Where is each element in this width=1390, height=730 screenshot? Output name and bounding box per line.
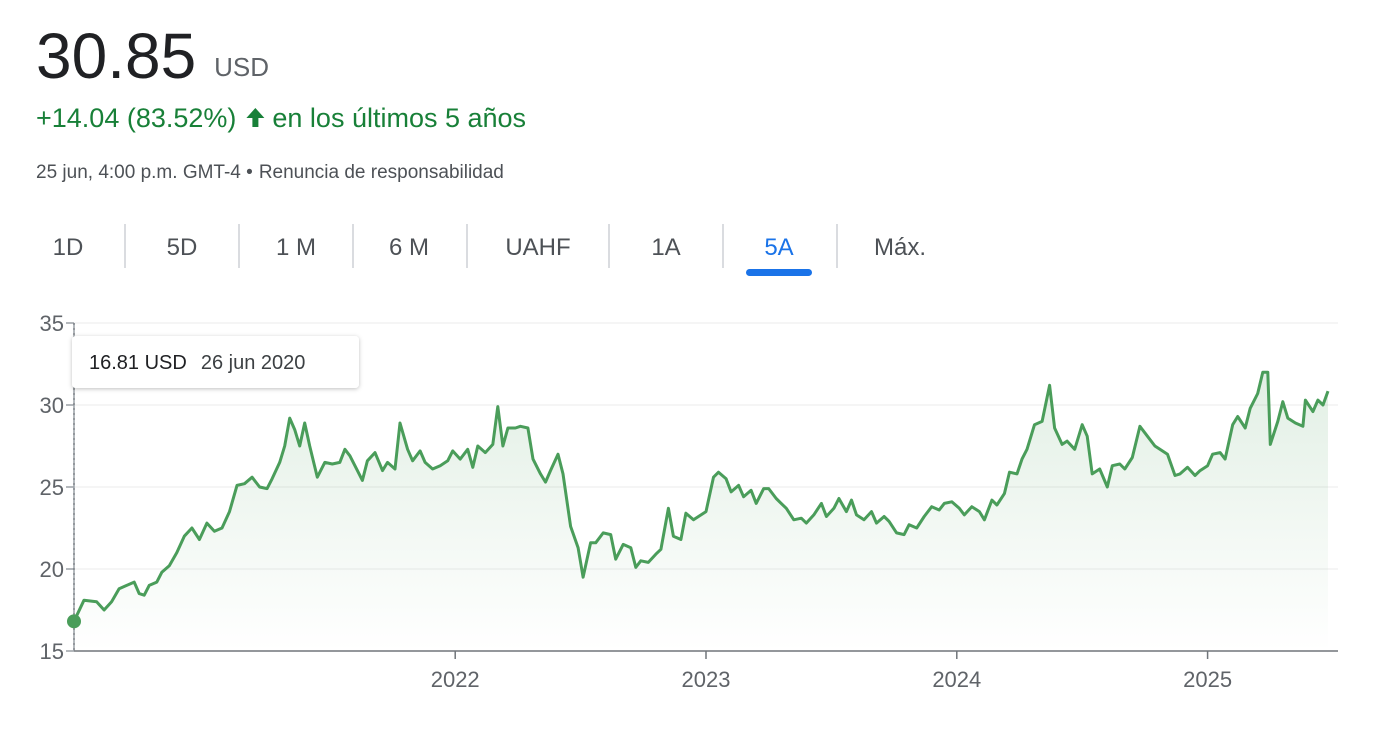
period: en los últimos 5 años xyxy=(272,103,526,133)
hover-dot xyxy=(67,614,81,629)
range-tab[interactable]: 5A xyxy=(764,234,793,261)
y-tick-label: 25 xyxy=(40,475,64,500)
range-tab[interactable]: 1A xyxy=(651,234,680,261)
y-tick-label: 30 xyxy=(40,393,64,418)
x-tick-label: 2022 xyxy=(431,667,480,692)
x-tick-label: 2024 xyxy=(932,667,981,692)
price: 30.85 xyxy=(36,20,196,92)
x-tick-label: 2023 xyxy=(682,667,731,692)
range-tab[interactable]: 1 M xyxy=(276,234,316,261)
range-tab[interactable]: 5D xyxy=(167,234,198,261)
timestamp: 25 jun, 4:00 p.m. GMT-4 • xyxy=(36,162,253,183)
y-tick-label: 15 xyxy=(40,639,64,664)
y-tick-label: 20 xyxy=(40,557,64,582)
range-tab[interactable]: UAHF xyxy=(505,234,570,261)
range-tab[interactable]: Máx. xyxy=(874,234,926,261)
range-tab[interactable]: 1D xyxy=(53,234,84,261)
selected-indicator xyxy=(746,269,812,276)
up-arrow xyxy=(246,108,265,127)
y-tick-label: 35 xyxy=(40,311,64,336)
price-change: +14.04 (83.52%) xyxy=(36,103,236,133)
price-line xyxy=(72,370,1330,622)
tooltip xyxy=(72,336,359,388)
x-tick-label: 2025 xyxy=(1183,667,1232,692)
tooltip-value: 16.81 USD xyxy=(89,352,187,374)
disclaimer-link[interactable]: Renuncia de responsabilidad xyxy=(259,162,504,183)
range-tab[interactable]: 6 M xyxy=(389,234,429,261)
tooltip-date: 26 jun 2020 xyxy=(201,352,306,374)
range-tabs: 1D 5D 1 M 6 M UAHF 1A 5A Máx. xyxy=(53,224,926,276)
area xyxy=(74,372,1328,651)
currency: USD xyxy=(214,52,269,82)
